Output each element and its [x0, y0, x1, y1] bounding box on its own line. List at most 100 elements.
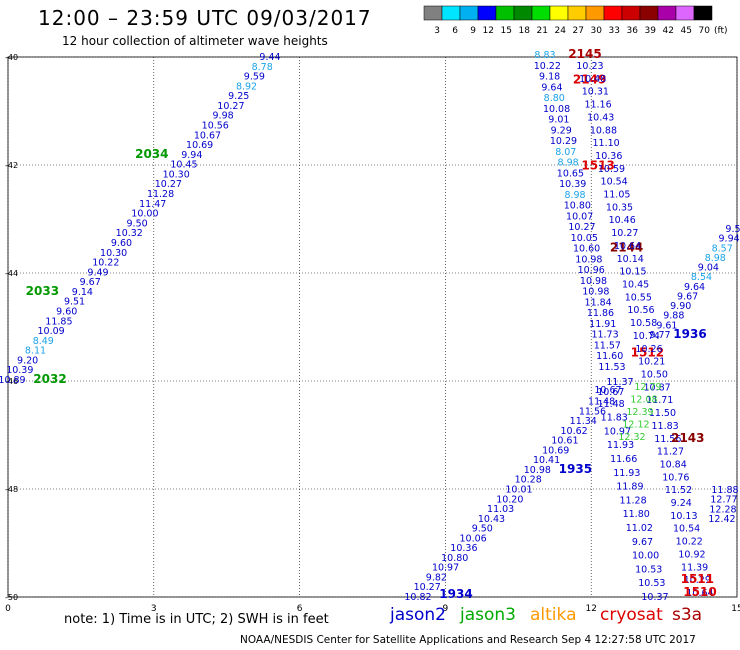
wave-height-label: 11.66	[610, 454, 637, 465]
pass-time-label: 1934	[439, 587, 472, 601]
wave-height-label: 10.53	[635, 564, 662, 575]
wave-height-label: 8.83	[534, 50, 555, 61]
credit-text: NOAA/NESDIS Center for Satellite Applica…	[240, 634, 696, 646]
pass-time-label: 2145	[568, 47, 601, 61]
wave-height-label: 10.43	[478, 514, 505, 525]
legend-label-30: 30	[591, 26, 603, 36]
wave-height-label: 8.98	[705, 253, 726, 264]
wave-height-label: 9.44	[259, 52, 280, 63]
wave-height-label: 10.32	[116, 228, 143, 239]
wave-height-label: 12.32	[618, 432, 645, 443]
wave-height-label: 9.51	[64, 297, 85, 308]
wave-height-label: 10.43	[587, 112, 614, 123]
wave-height-label: 8.11	[25, 346, 46, 357]
wave-height-label: 10.20	[496, 494, 523, 505]
wave-height-label: 9.29	[551, 125, 572, 136]
wave-height-label: 9.14	[72, 287, 93, 298]
wave-height-label: 10.37	[641, 592, 668, 603]
map-subtitle: 12 hour collection of altimeter wave hei…	[62, 34, 328, 48]
wave-height-label: 9.04	[698, 263, 719, 274]
wave-height-label: 10.50	[641, 369, 668, 380]
wave-height-label: 10.29	[684, 575, 711, 586]
wave-height-label: 10.26	[635, 344, 662, 355]
wave-height-label: 9.01	[548, 115, 569, 126]
wave-height-label: 10.53	[638, 578, 665, 589]
wave-height-label: 9.64	[684, 282, 705, 293]
wave-height-label: 10.89	[0, 375, 26, 386]
wave-height-label: 10.13	[670, 511, 697, 522]
wave-height-label: 9.98	[213, 111, 234, 122]
wave-height-label: 11.60	[596, 351, 623, 362]
wave-height-label: 10.80	[441, 553, 468, 564]
wave-height-label: 10.45	[622, 280, 649, 291]
wave-height-label: 10.55	[625, 292, 652, 303]
legend-label-42: 42	[663, 26, 674, 36]
wave-height-label: 10.67	[597, 387, 624, 398]
legend-unit: (ft)	[714, 26, 728, 36]
wave-height-label: 12.12	[622, 420, 649, 431]
wave-height-label: 11.88	[711, 485, 738, 496]
wave-height-label: 11.86	[587, 308, 614, 319]
wave-height-label: 10.88	[590, 125, 617, 136]
wave-height-label: 10.39	[6, 365, 33, 376]
wave-height-label: 10.27	[217, 101, 244, 112]
wave-height-label: 10.08	[543, 104, 570, 115]
wave-height-label: 10.56	[627, 305, 654, 316]
wave-height-label: 11.47	[139, 199, 166, 210]
wave-height-label: 11.34	[570, 416, 597, 427]
wave-height-label: 10.21	[638, 357, 665, 368]
wave-height-label: 10.80	[564, 201, 591, 212]
wave-height-label: 10.45	[170, 160, 197, 171]
color-legend: 3 6 9 12 15 18 21 24 27 30 33 36 39 42 45 70 (ft)	[423, 5, 728, 36]
wave-height-label: 10.27	[155, 179, 182, 190]
wave-height-label: 9.50	[725, 224, 740, 235]
wave-height-label: 10.76	[662, 472, 689, 483]
wave-height-label: 9.50	[127, 218, 148, 229]
wave-height-label: 10.56	[202, 121, 229, 132]
wave-height-label: 10.36	[450, 543, 477, 554]
wave-height-label: 10.30	[100, 248, 127, 259]
wave-height-label: 11.53	[598, 362, 625, 373]
wave-height-label: 10.36	[595, 151, 622, 162]
wave-height-label: 10.64	[614, 241, 641, 252]
pass-time-label: 1936	[673, 327, 706, 341]
wave-height-label: 10.15	[619, 267, 646, 278]
wave-height-label: 11.52	[665, 485, 692, 496]
wave-height-label: 10.97	[432, 563, 459, 574]
wave-height-label: 8.92	[236, 81, 257, 92]
wave-height-label: 9.18	[539, 72, 560, 83]
wave-height-label: 11.57	[594, 340, 621, 351]
wave-height-label: 10.54	[673, 524, 700, 535]
wave-height-label: 10.96	[578, 265, 605, 276]
wave-height-label: 10.00	[131, 209, 158, 220]
wave-height-label: 9.94	[181, 150, 202, 161]
wave-height-label: 10.22	[92, 258, 119, 269]
wave-height-label: 9.88	[663, 311, 684, 322]
wave-height-label: 10.54	[601, 177, 628, 188]
wave-height-label: 9.50	[472, 524, 493, 535]
wave-height-label: 9.77	[649, 330, 670, 341]
wave-height-label: 8.49	[33, 336, 54, 347]
wave-height-label: 9.60	[111, 238, 132, 249]
legend-label-36: 36	[627, 26, 639, 36]
wave-height-label: 11.28	[619, 495, 646, 506]
note-text: note: 1) Time is in UTC; 2) SWH is in fe…	[64, 612, 329, 627]
wave-height-label: 10.74	[633, 331, 660, 342]
wave-height-label: 10.84	[660, 459, 687, 470]
wave-height-label: 9.67	[677, 291, 698, 302]
wave-height-label: 8.78	[252, 62, 273, 73]
wave-height-label: 8.98	[558, 158, 579, 169]
wave-height-label: 11.73	[591, 330, 618, 341]
lat-tick-label: -40	[5, 53, 18, 62]
wave-height-label: 10.98	[575, 254, 602, 265]
wave-height-label: 10.35	[606, 202, 633, 213]
track-t5: 10.67 11.48 11.83 10.97 11.93 11.66 11.93 11.89…	[594, 385, 668, 603]
wave-height-label: 11.48	[598, 399, 625, 410]
wave-height-label: 8.98	[564, 190, 585, 201]
wave-height-label: 12.42	[708, 514, 735, 525]
wave-height-label: 9.82	[426, 572, 447, 583]
legend-label-3: 3	[434, 26, 440, 36]
legend-label-6: 6	[452, 26, 458, 36]
